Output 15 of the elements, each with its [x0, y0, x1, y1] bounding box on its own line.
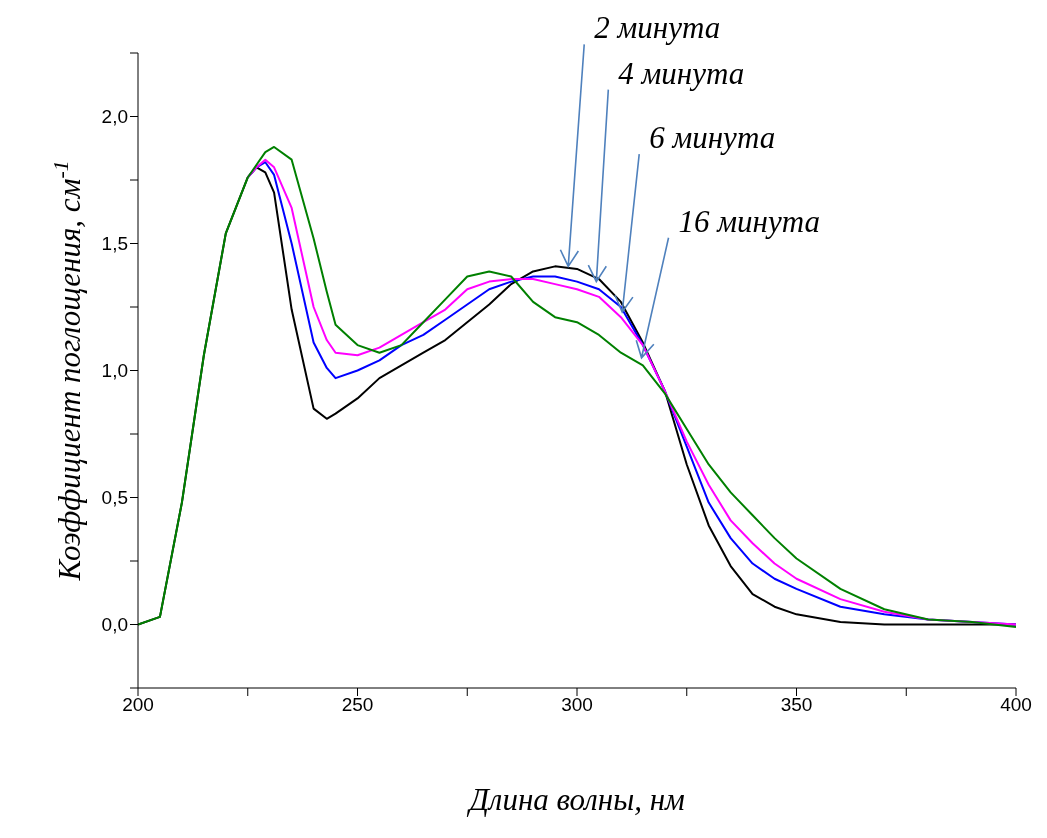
- x-tick-label: 200: [122, 694, 154, 716]
- annotation: 6 минута: [649, 120, 776, 156]
- y-tick-label: 0,0: [101, 614, 128, 636]
- x-axis-title: Длина волны, нм: [466, 782, 685, 818]
- annotation: 16 минута: [678, 203, 820, 239]
- y-tick-label: 0,5: [101, 487, 128, 509]
- y-tick-label: 2,0: [101, 106, 128, 128]
- y-tick-label: 1,5: [101, 233, 128, 255]
- x-tick-label: 300: [561, 694, 593, 716]
- x-tick-label: 400: [1000, 694, 1032, 716]
- x-tick-label: 350: [780, 694, 813, 716]
- x-tick-label: 250: [341, 694, 374, 716]
- y-tick-label: 1,0: [101, 360, 128, 382]
- annotation: 2 минута: [594, 10, 721, 46]
- annotation: 4 минута: [618, 55, 745, 91]
